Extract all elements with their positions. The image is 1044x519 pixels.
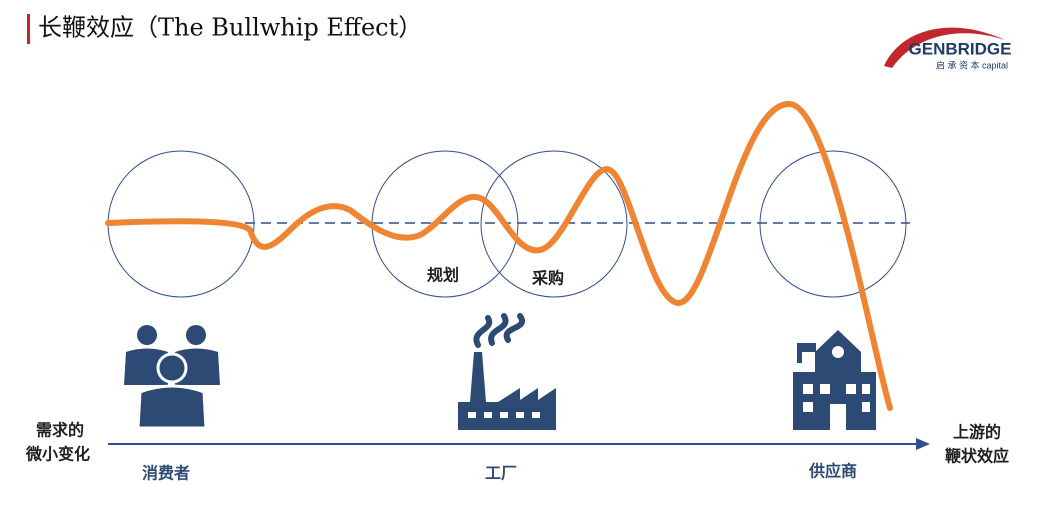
logo: GENBRIDGE 启 承 资 本 capital: [884, 27, 1012, 70]
title: 长鞭效应（The Bullwhip Effect）: [38, 14, 422, 42]
circle-label: 采购: [531, 269, 564, 288]
factory-icon: [458, 313, 556, 430]
logo-tagline: 启 承 资 本 capital: [936, 59, 1008, 70]
axis-end-label: 鞭状效应: [945, 447, 1009, 466]
node-label: 供应商: [808, 462, 857, 481]
axis-arrow: [916, 438, 930, 450]
logo-name: GENBRIDGE: [909, 39, 1012, 58]
supplier-icon: [793, 330, 876, 430]
axis-end-label: 上游的: [953, 423, 1001, 442]
axis-start-label: 需求的: [36, 421, 84, 440]
circles: [107, 150, 907, 298]
title-bar: [27, 14, 30, 44]
consumer-icon: [124, 325, 220, 430]
axis-start-label: 微小变化: [25, 445, 90, 464]
bullwhip-curve: [105, 100, 893, 411]
circle: [759, 150, 907, 298]
circle: [480, 150, 628, 298]
logo-arc: [884, 27, 1005, 68]
node-label: 工厂: [485, 464, 517, 483]
node-label: 消费者: [142, 464, 190, 483]
circle-label: 规划: [427, 266, 459, 285]
